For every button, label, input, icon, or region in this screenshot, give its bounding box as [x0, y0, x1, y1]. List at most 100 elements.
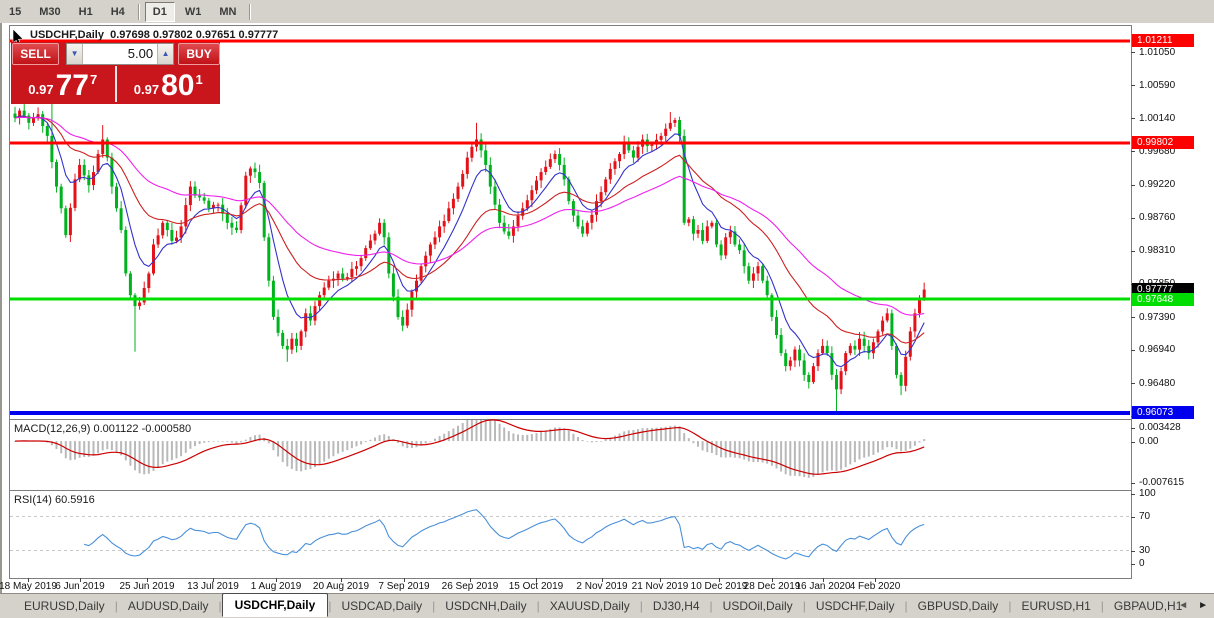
price-tick-dash: [1131, 185, 1135, 186]
price-tick-dash: [1131, 317, 1135, 318]
current-price-badge: 0.97777: [1132, 283, 1194, 296]
buy-price-base: 0.97: [133, 82, 160, 97]
price-tick-dash: [1131, 218, 1135, 219]
tab-eurusd-daily[interactable]: EURUSD,Daily: [24, 599, 105, 613]
date-tick-label: 26 Sep 2019: [441, 581, 499, 592]
date-tick-dash: [276, 578, 277, 582]
tf-mn-button[interactable]: MN: [219, 5, 237, 18]
macd-tick-label: 0.003428: [1139, 422, 1181, 433]
price-tick-label: 0.96480: [1139, 378, 1176, 389]
tab-audusd-daily[interactable]: AUDUSD,Daily: [127, 599, 209, 613]
price-tick-dash: [1131, 52, 1135, 53]
tab-xauusd-daily[interactable]: XAUUSD,Daily: [549, 599, 630, 613]
tf-w1-button[interactable]: W1: [184, 5, 202, 18]
toolbar-separator: [137, 3, 140, 20]
tab-usdcad-daily[interactable]: USDCAD,Daily: [341, 599, 423, 613]
date-tick-dash: [147, 578, 148, 582]
tab-usdcnh-daily[interactable]: USDCNH,Daily: [445, 599, 527, 613]
price-tick-label: 1.00140: [1139, 113, 1176, 124]
tab-separator: |: [802, 599, 806, 613]
date-tick-label: 28 Dec 2019: [743, 581, 801, 592]
rsi-tick-label: 70: [1139, 511, 1151, 522]
date-tick-label: 13 Jul 2019: [187, 581, 239, 592]
tab-separator: |: [639, 599, 643, 613]
tab-separator: |: [1008, 599, 1012, 613]
timeframe-toolbar: 15 M30 H1 H4 D1 W1 MN: [0, 0, 1214, 24]
rsi-tick-dash: [1131, 564, 1135, 565]
date-tick-label: 16 Jan 2020: [795, 581, 851, 592]
sell-price-pipette: 7: [89, 72, 98, 87]
buy-price-pips: 80: [161, 69, 195, 102]
tab-usdchf-daily[interactable]: USDCHF,Daily: [815, 599, 895, 613]
hline-price-badge: 0.99802: [1132, 136, 1194, 149]
sell-button[interactable]: SELL: [12, 42, 60, 65]
rsi-canvas[interactable]: [10, 491, 1130, 576]
tf-d1-button[interactable]: D1: [144, 1, 175, 22]
date-tick-dash: [470, 578, 471, 582]
price-tick-label: 1.00590: [1139, 80, 1176, 91]
date-tick-dash: [404, 578, 405, 582]
volume-increase-button[interactable]: ▲: [157, 43, 174, 64]
rsi-tick-dash: [1131, 517, 1135, 518]
volume-input[interactable]: 5.00: [83, 43, 158, 64]
rsi-tick-label: 30: [1139, 545, 1151, 556]
date-tick-dash: [772, 578, 773, 582]
volume-decrease-button[interactable]: ▼: [67, 43, 84, 64]
date-tick-dash: [28, 578, 29, 582]
tab-separator: |: [114, 599, 118, 613]
rsi-tick-dash: [1131, 494, 1135, 495]
date-tick-label: 7 Sep 2019: [378, 581, 430, 592]
price-tick-label: 0.99220: [1139, 179, 1176, 190]
tf-m30-button[interactable]: M30: [39, 5, 61, 18]
date-tick-dash: [213, 578, 214, 582]
sell-price[interactable]: 0.97 77 7: [11, 64, 115, 104]
date-tick-label: 25 Jun 2019: [119, 581, 175, 592]
date-tick-label: 6 Jun 2019: [55, 581, 105, 592]
tf-m15-button[interactable]: 15: [9, 5, 22, 18]
date-tick-label: 21 Nov 2019: [631, 581, 689, 592]
tabs-scroll-right-icon[interactable]: ►: [1198, 600, 1208, 611]
tab-separator: |: [432, 599, 436, 613]
date-tick-dash: [80, 578, 81, 582]
price-tick-label: 1.01050: [1139, 47, 1176, 58]
price-tick-dash: [1131, 118, 1135, 119]
tf-h1-button[interactable]: H1: [78, 5, 93, 18]
rsi-title: RSI(14) 60.5916: [14, 494, 95, 506]
sell-price-pips: 77: [55, 69, 89, 102]
tab-usdchf-daily[interactable]: USDCHF,Daily: [221, 593, 329, 617]
tab-separator: |: [328, 599, 332, 613]
macd-tick-dash: [1131, 442, 1135, 443]
symbol-tabbar: EURUSD,Daily | AUDUSD,Daily | USDCHF,Daily | U…: [0, 593, 1214, 618]
macd-canvas[interactable]: [10, 419, 1130, 488]
price-tick-label: 0.98310: [1139, 245, 1176, 256]
toolbar-separator: [249, 3, 252, 20]
tf-h4-button[interactable]: H4: [110, 5, 125, 18]
tab-usdoil-daily[interactable]: USDOil,Daily: [722, 599, 793, 613]
tab-separator: |: [1100, 599, 1104, 613]
buy-price[interactable]: 0.97 80 1: [117, 64, 221, 104]
tab-separator: |: [709, 599, 713, 613]
macd-title: MACD(12,26,9) 0.001122 -0.000580: [14, 423, 192, 435]
buy-button[interactable]: BUY: [178, 42, 220, 65]
tab-dj30-h4[interactable]: DJ30,H4: [652, 599, 700, 613]
tab-gbpusd-daily[interactable]: GBPUSD,Daily: [917, 599, 999, 613]
date-tick-label: 18 May 2019: [0, 581, 57, 592]
tab-separator: |: [536, 599, 540, 613]
tab-separator: |: [904, 599, 908, 613]
rsi-tick-label: 100: [1139, 488, 1156, 499]
tab-gbpaud-h1[interactable]: GBPAUD,H1: [1113, 599, 1183, 613]
date-tick-label: 1 Aug 2019: [250, 581, 302, 592]
tabs-scroll-left-icon[interactable]: ◄: [1178, 600, 1189, 611]
hline-price-badge: 1.01211: [1132, 34, 1194, 47]
main-chart-canvas[interactable]: [10, 26, 1130, 417]
hline-price-badge: 0.96073: [1132, 406, 1194, 419]
date-tick-dash: [875, 578, 876, 582]
tab-eurusd-h1[interactable]: EURUSD,H1: [1021, 599, 1091, 613]
rsi-pane[interactable]: [9, 490, 1132, 579]
macd-tick-label: 0.00: [1139, 436, 1159, 447]
symbol-ohlc-label: USDCHF,Daily 0.97698 0.97802 0.97651 0.9…: [30, 29, 279, 41]
date-tick-dash: [536, 578, 537, 582]
date-tick-label: 10 Dec 2019: [690, 581, 748, 592]
date-tick-label: 2 Nov 2019: [576, 581, 628, 592]
